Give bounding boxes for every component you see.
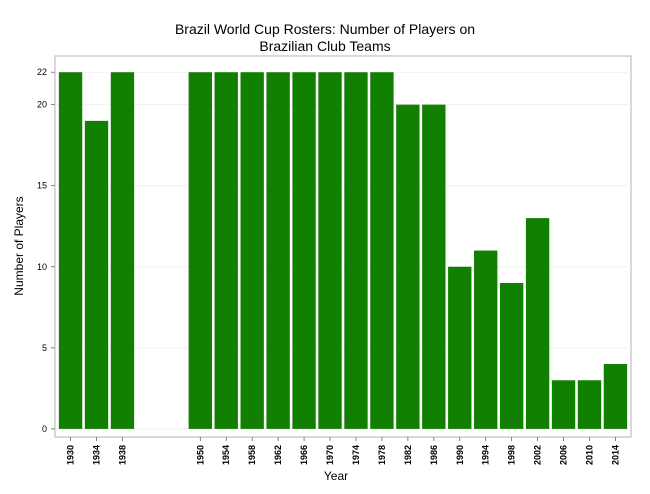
bar-2006 [551,380,576,429]
bar-2002 [525,218,550,429]
bar-1986 [422,104,446,429]
bar-1958 [240,72,264,429]
y-tick-label: 10 [37,262,47,272]
x-axis-title: Year [324,469,348,483]
bar-1934 [84,120,109,429]
x-tick-label: 1962 [273,445,283,465]
x-tick-label: 1986 [429,445,439,465]
x-tick-label: 1978 [377,445,387,465]
bar-1974 [344,72,368,429]
chart-title-line-2: Brazilian Club Teams [259,38,391,54]
y-axis-title: Number of Players [12,196,26,295]
bar-1994 [474,250,498,429]
bar-1938 [110,72,135,429]
x-tick-label: 2010 [584,445,594,465]
bar-2014 [603,364,628,429]
bar-1954 [214,72,238,429]
bar-1930 [58,72,83,429]
x-tick-label: 1954 [221,445,231,465]
bar-1998 [499,282,524,429]
bar-1962 [266,72,290,429]
x-tick-label: 1982 [403,445,413,465]
x-tick-label: 1998 [507,445,517,465]
x-tick-label: 1930 [66,445,76,465]
y-tick-label: 15 [37,181,47,191]
bar-1966 [292,72,316,429]
bar-1950 [188,72,212,429]
plot-panel [54,55,632,438]
bar-1990 [448,266,472,429]
x-tick-label: 2002 [533,445,543,465]
bar-1978 [370,72,394,429]
x-tick-label: 1974 [351,445,361,465]
x-tick-label: 2006 [559,445,569,465]
x-tick-label: 1934 [92,445,102,465]
x-tick-label: 1966 [299,445,309,465]
chart-title-line-1: Brazil World Cup Rosters: Number of Play… [174,21,476,37]
x-tick-label: 1970 [325,445,335,465]
x-tick-label: 1938 [117,445,127,465]
y-tick-label: 22 [37,67,47,77]
y-axis-ticks: 0 5 10 15 20 22 [37,67,55,434]
x-tick-label: 1958 [247,445,257,465]
x-tick-label: 1994 [481,445,491,465]
bars-group [58,72,628,429]
y-tick-label: 5 [42,343,47,353]
y-tick-label: 0 [42,424,47,434]
x-tick-label: 1990 [455,445,465,465]
x-axis-ticks: 1930 1934 1938 1950 1954 1958 1962 1966 1970 1974… [66,437,620,465]
bar-2010 [577,380,602,429]
bar-1970 [318,72,342,429]
bar-1982 [396,104,420,429]
x-tick-label: 2014 [610,445,620,465]
x-tick-label: 1950 [195,445,205,465]
y-tick-label: 20 [37,100,47,110]
